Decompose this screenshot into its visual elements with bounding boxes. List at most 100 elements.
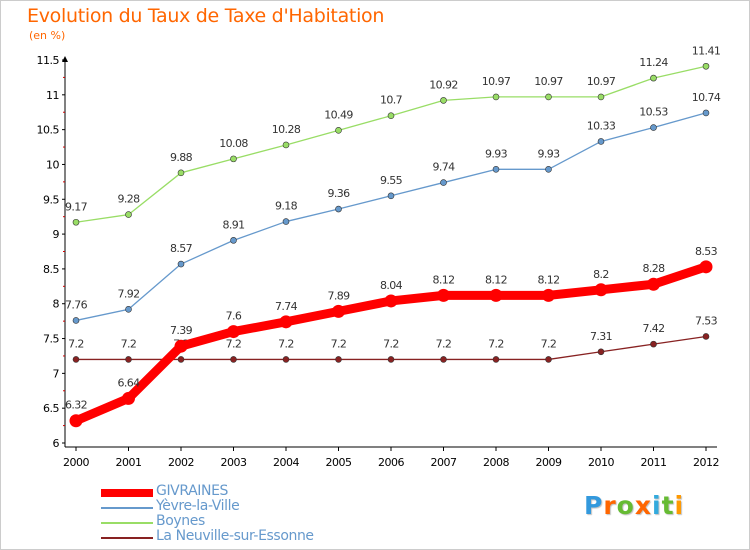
y-tick-label: 9 <box>53 228 60 241</box>
data-label: 9.74 <box>432 161 455 174</box>
series-boynes: 9.17 9.28 9.88 10.08 10.28 10.49 10.7 10.92 10.9… <box>65 44 721 226</box>
data-label: 7.89 <box>327 289 350 302</box>
data-point <box>699 260 713 274</box>
data-label: 7.31 <box>590 330 612 343</box>
data-label: 7.2 <box>541 337 557 350</box>
data-point <box>440 179 447 186</box>
data-label: 8.2 <box>593 268 609 281</box>
data-label: 7.2 <box>121 337 137 350</box>
data-point <box>545 166 552 173</box>
chart-subtitle: (en %) <box>29 29 66 42</box>
data-label: 8.91 <box>222 218 244 231</box>
data-point <box>230 237 237 244</box>
data-label: 10.08 <box>219 137 248 150</box>
x-tick-label: 2008 <box>483 456 509 469</box>
y-tick-label: 9.5 <box>43 193 59 206</box>
data-point <box>650 340 657 348</box>
data-point <box>650 124 657 131</box>
data-point <box>440 356 447 363</box>
x-tick-label: 2006 <box>378 456 404 469</box>
logo-letter: x <box>634 491 652 520</box>
data-label: 7.39 <box>170 324 193 337</box>
data-label: 10.28 <box>272 123 301 136</box>
y-tick-label: 7 <box>53 367 60 380</box>
data-label: 9.17 <box>65 200 88 213</box>
y-tick-label: 11.5 <box>37 54 60 67</box>
y-tick-label: 6.5 <box>43 402 59 415</box>
data-point <box>650 74 657 82</box>
data-label: 9.28 <box>117 193 140 206</box>
data-point <box>492 356 500 363</box>
x-tick-label: 2001 <box>116 456 142 469</box>
data-label: 8.28 <box>642 262 665 275</box>
data-label: 9.55 <box>380 174 403 187</box>
y-tick-label: 8 <box>53 298 60 311</box>
data-point <box>282 356 290 363</box>
data-label: 7.53 <box>695 314 718 327</box>
data-point <box>489 288 503 302</box>
data-point <box>125 356 132 363</box>
data-point <box>335 127 342 134</box>
data-point <box>332 304 345 318</box>
logo-letter: t <box>661 491 675 520</box>
legend-label: La Neuville-sur-Essonne <box>156 528 314 544</box>
data-point <box>597 93 605 101</box>
data-label: 10.97 <box>534 75 563 88</box>
series-givraines: 6.32 6.64 7.39 7.6 7.74 7.89 8.04 8.12 8.12 8.12 8… <box>65 245 718 428</box>
legend-item: GIVRAINES <box>101 483 401 500</box>
data-point <box>335 356 342 363</box>
data-point <box>230 356 237 363</box>
data-label: 9.93 <box>485 147 508 160</box>
data-label: 10.74 <box>692 91 721 104</box>
data-point <box>335 205 342 213</box>
data-label: 7.74 <box>275 300 298 313</box>
data-label: 6.64 <box>117 376 140 389</box>
logo-letter: P <box>584 491 604 520</box>
legend-swatch <box>101 507 153 509</box>
data-label: 10.92 <box>429 78 458 91</box>
y-tick-label: 8.5 <box>43 263 59 276</box>
x-tick-label: 2009 <box>536 456 562 469</box>
data-label: 8.12 <box>485 273 507 286</box>
legend-swatch <box>101 537 153 539</box>
y-tick-label: 7.5 <box>43 333 59 346</box>
logo-letter: i <box>652 491 662 520</box>
logo-letter: r <box>603 491 617 520</box>
data-point <box>542 288 555 302</box>
data-point <box>230 155 237 163</box>
data-point <box>492 166 500 173</box>
data-point <box>69 414 83 428</box>
data-label: 10.97 <box>587 75 616 88</box>
data-label: 7.76 <box>65 298 88 311</box>
data-label: 10.53 <box>639 106 668 119</box>
data-label: 8.57 <box>170 242 193 255</box>
legend-label: GIVRAINES <box>156 483 229 499</box>
data-point <box>647 277 660 291</box>
data-point <box>279 315 293 329</box>
legend-swatch <box>101 489 153 497</box>
logo-letter: o <box>616 491 635 520</box>
data-point <box>282 141 290 149</box>
legend-item: Boynes <box>101 513 401 530</box>
data-label: 11.41 <box>692 44 721 57</box>
y-tick-label: 6 <box>53 437 60 450</box>
data-point <box>597 348 605 356</box>
data-point <box>227 325 240 339</box>
series-layer: 9.17 9.28 9.88 10.08 10.28 10.49 10.7 10.92 10.9… <box>65 44 721 428</box>
y-tick-label: 11 <box>46 89 59 102</box>
data-label: 7.2 <box>383 337 399 350</box>
data-label: 7.2 <box>278 337 294 350</box>
logo-letter: i <box>674 491 685 520</box>
legend: GIVRAINES Yèvre-la-Ville Boynes La Neuville… <box>101 483 401 545</box>
data-point <box>702 109 710 117</box>
data-label: 7.92 <box>117 287 139 300</box>
data-label: 7.2 <box>68 337 84 350</box>
data-label: 9.36 <box>327 187 350 200</box>
data-point <box>440 97 447 104</box>
data-point <box>125 305 132 313</box>
data-label: 10.49 <box>324 108 353 121</box>
data-label: 7.2 <box>488 337 504 350</box>
x-tick-label: 2004 <box>273 456 299 469</box>
series-la-neuville-sur-essonne: 7.27.27.27.27.27.27.27.27.27.27.317.427.… <box>68 314 718 363</box>
x-tick-label: 2012 <box>693 456 719 469</box>
